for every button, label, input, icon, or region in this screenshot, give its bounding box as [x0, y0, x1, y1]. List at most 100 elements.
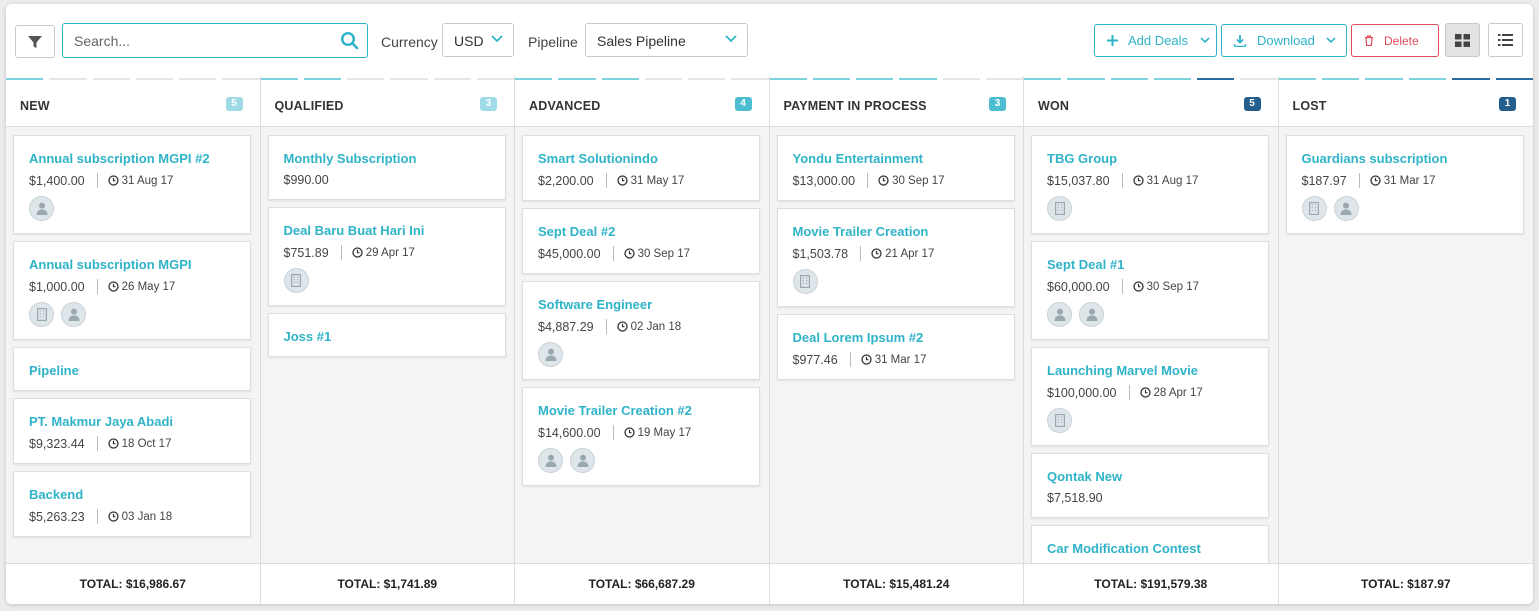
company-avatar[interactable]	[283, 268, 309, 293]
clock-icon	[623, 427, 635, 438]
person-avatar[interactable]	[1047, 302, 1072, 327]
download-icon	[1234, 34, 1246, 47]
deal-card[interactable]: Yondu Entertainment $13,000.00 30 Sep 17	[776, 135, 1015, 201]
deal-card[interactable]: Joss #1	[267, 313, 506, 357]
divider	[605, 173, 607, 188]
company-avatar[interactable]	[1047, 408, 1072, 433]
deal-title[interactable]: Qontak New	[1047, 469, 1123, 484]
deal-contacts	[29, 196, 236, 221]
deal-amount: $100,000.00	[1047, 385, 1117, 400]
clock-icon	[107, 175, 119, 186]
person-avatar[interactable]	[1079, 302, 1104, 327]
add-deals-button[interactable]: Add Deals	[1094, 24, 1217, 57]
deal-title[interactable]: Launching Marvel Movie	[1047, 363, 1198, 378]
person-avatar[interactable]	[61, 302, 86, 327]
deal-card[interactable]: Deal Baru Buat Hari Ini $751.89 29 Apr 17	[267, 207, 506, 306]
deal-title[interactable]: Software Engineer	[538, 297, 653, 312]
company-avatar[interactable]	[29, 302, 54, 327]
deal-card[interactable]: Guardians subscription $187.97 31 Mar 17	[1285, 135, 1524, 234]
deal-meta: $2,200.00 31 May 17	[538, 173, 745, 188]
pipeline-select[interactable]: Sales Pipeline	[585, 23, 748, 57]
deal-title[interactable]: Sept Deal #1	[1047, 257, 1125, 272]
deal-card[interactable]: Movie Trailer Creation #2 $14,600.00 19 Ma…	[522, 387, 760, 486]
deal-title[interactable]: TBG Group	[1047, 151, 1118, 166]
deal-card[interactable]: Annual subscription MGPI $1,000.00 26 May …	[13, 241, 251, 340]
deal-title[interactable]: Smart Solutionindo	[538, 151, 658, 166]
delete-button[interactable]: Delete	[1351, 24, 1439, 57]
person-avatar[interactable]	[570, 448, 595, 473]
deal-meta: $14,600.00 19 May 17	[538, 425, 745, 440]
deal-title[interactable]: Guardians subscription	[1301, 151, 1448, 166]
download-button[interactable]: Download	[1221, 24, 1347, 57]
deal-title[interactable]: Movie Trailer Creation	[792, 224, 929, 239]
deal-amount: $977.46	[792, 352, 838, 367]
deal-date-text: 31 Mar 17	[874, 353, 927, 366]
deal-title[interactable]: Annual subscription MGPI #2	[29, 151, 210, 166]
deal-title[interactable]: Sept Deal #2	[538, 224, 616, 239]
deal-date-text: 31 Aug 17	[121, 174, 174, 187]
deal-card[interactable]: Movie Trailer Creation $1,503.78 21 Apr 17	[776, 208, 1015, 307]
deal-title[interactable]: Annual subscription MGPI	[29, 257, 192, 272]
deal-amount: $45,000.00	[538, 246, 601, 261]
currency-select[interactable]: USD	[442, 23, 514, 57]
deal-count-badge: 1	[1499, 97, 1516, 111]
board-view-button[interactable]	[1445, 23, 1480, 57]
person-icon	[577, 454, 588, 467]
deal-card[interactable]: Pipeline	[13, 347, 251, 391]
deal-title[interactable]: Car Modification Contest	[1047, 541, 1201, 556]
add-deals-label: Add Deals	[1128, 33, 1188, 48]
stage-progress-bar	[1278, 76, 1533, 81]
deal-title[interactable]: Deal Baru Buat Hari Ini	[283, 223, 425, 238]
company-avatar[interactable]	[1301, 196, 1327, 221]
deal-title[interactable]: Yondu Entertainment	[792, 151, 923, 166]
clock-icon	[861, 354, 872, 365]
deal-card-list: Annual subscription MGPI #2 $1,400.00 31 A…	[6, 127, 260, 563]
divider	[849, 352, 851, 367]
deal-title[interactable]: Pipeline	[29, 363, 79, 378]
deal-card[interactable]: Sept Deal #2 $45,000.00 30 Sep 17	[522, 208, 760, 274]
clock-icon	[1370, 175, 1381, 186]
deals-board-app: Currency USD Pipeline Sales Pipeline Add…	[6, 4, 1533, 604]
divider	[867, 173, 869, 188]
deal-card[interactable]: PT. Makmur Jaya Abadi $9,323.44 18 Oct 17	[13, 398, 251, 464]
deal-card[interactable]: Monthly Subscription $990.00	[267, 135, 506, 200]
building-icon	[1054, 414, 1065, 427]
column-title: LOST	[1292, 99, 1327, 113]
search-box	[62, 23, 368, 58]
deal-card-list: Guardians subscription $187.97 31 Mar 17	[1279, 127, 1534, 563]
deal-title[interactable]: Deal Lorem Ipsum #2	[792, 330, 924, 345]
building-icon	[291, 274, 301, 287]
deal-card[interactable]: Deal Lorem Ipsum #2 $977.46 31 Mar 17	[776, 314, 1015, 380]
plus-icon	[1107, 35, 1118, 46]
deal-title[interactable]: Movie Trailer Creation #2	[538, 403, 692, 418]
deal-card[interactable]: TBG Group $15,037.80 31 Aug 17	[1031, 135, 1269, 234]
deal-card[interactable]: Annual subscription MGPI #2 $1,400.00 31 A…	[13, 135, 251, 234]
person-avatar[interactable]	[29, 196, 54, 221]
person-avatar[interactable]	[538, 448, 563, 473]
deal-card[interactable]: Backend $5,263.23 03 Jan 18	[13, 471, 251, 537]
search-icon[interactable]	[340, 31, 359, 50]
deal-title[interactable]: Joss #1	[283, 329, 332, 344]
deal-title[interactable]: Monthly Subscription	[283, 151, 417, 166]
company-avatar[interactable]	[1047, 196, 1072, 221]
column-header: ADVANCED 4	[515, 81, 769, 127]
deal-card[interactable]: Launching Marvel Movie $100,000.00 28 Apr …	[1031, 347, 1269, 446]
deal-date-text: 18 Oct 17	[121, 437, 172, 450]
column-won: WON 5 TBG Group $15,037.80 31 Aug 17 Sept Dea…	[1024, 76, 1279, 604]
deal-card[interactable]: Qontak New $7,518.90	[1031, 453, 1269, 518]
clock-icon	[107, 281, 119, 292]
deal-contacts	[1047, 302, 1254, 327]
company-avatar[interactable]	[792, 269, 818, 294]
person-avatar[interactable]	[1333, 196, 1359, 221]
deal-title[interactable]: PT. Makmur Jaya Abadi	[29, 414, 174, 429]
search-input[interactable]	[63, 24, 333, 57]
deal-title[interactable]: Backend	[29, 487, 84, 502]
filter-button[interactable]	[15, 25, 55, 58]
deal-meta: $977.46 31 Mar 17	[793, 352, 1000, 367]
deal-card[interactable]: Software Engineer $4,887.29 02 Jan 18	[522, 281, 760, 380]
deal-card[interactable]: Sept Deal #1 $60,000.00 30 Sep 17	[1031, 241, 1269, 340]
list-view-button[interactable]	[1488, 23, 1523, 57]
person-avatar[interactable]	[538, 342, 563, 367]
deal-card[interactable]: Smart Solutionindo $2,200.00 31 May 17	[522, 135, 760, 201]
deal-card[interactable]: Car Modification Contest	[1031, 525, 1269, 563]
